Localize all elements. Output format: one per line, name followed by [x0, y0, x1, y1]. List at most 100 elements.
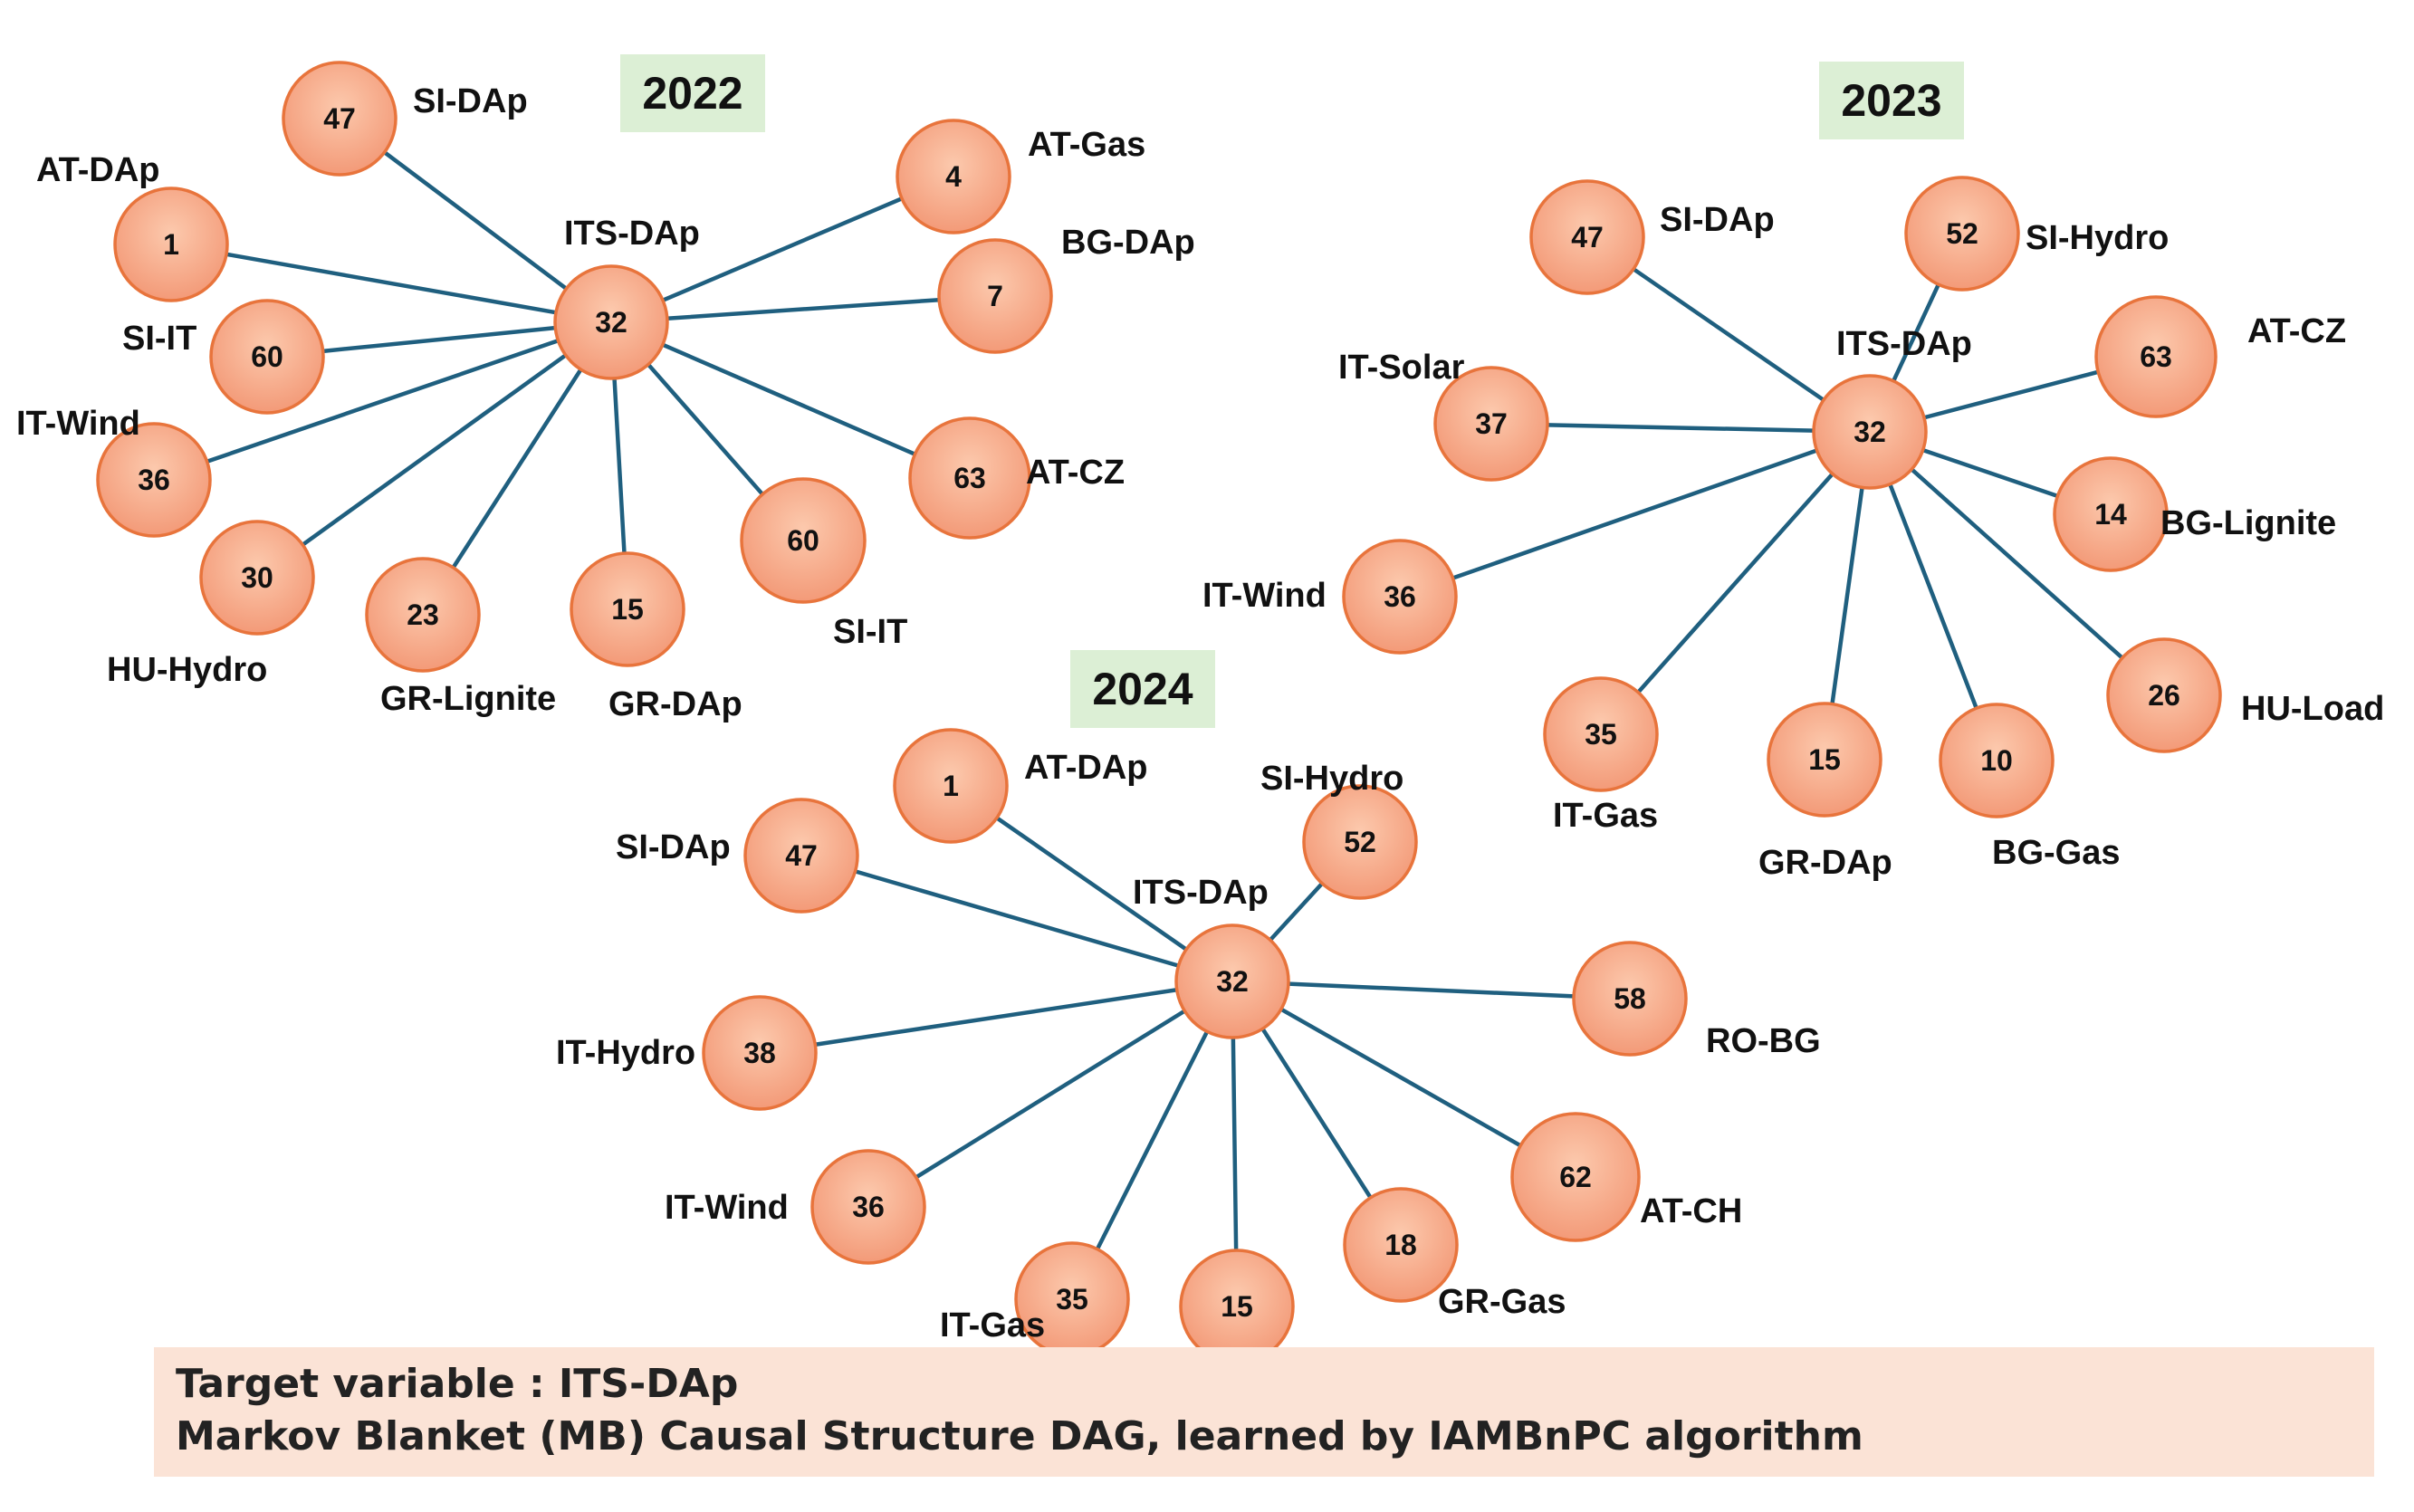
- node-2022-hu-hydro: 30 HU-Hydro: [107, 520, 315, 689]
- node-2023-hu-load-label: HU-Load: [2241, 690, 2384, 728]
- node-2022-bg-dap-circle: [937, 238, 1053, 354]
- node-2022-it-wind-id: 36: [138, 464, 170, 496]
- node-2022-gr-dap: 15 GR-DAp: [570, 551, 742, 723]
- edge-2024-32-15: [1231, 1035, 1239, 1253]
- node-2022-bg-dap: 7 BG-DAp: [937, 224, 1195, 354]
- node-2023-si-dap-id: 47: [1571, 221, 1604, 254]
- node-2023-bg-lignite-circle: [2053, 456, 2169, 572]
- node-2023-si-dap-circle: [1529, 179, 1645, 295]
- node-2022-hu-hydro-label: HU-Hydro: [107, 651, 267, 689]
- node-2024-ro-bg-circle: [1572, 941, 1688, 1057]
- node-2023-at-cz-circle: [2094, 295, 2218, 418]
- node-2023-bg-lignite: 14 BG-Lignite: [2053, 456, 2336, 572]
- node-2024-gr-gas-id: 18: [1384, 1229, 1417, 1261]
- caption-box: Target variable : ITS-DAp Markov Blanket…: [154, 1347, 2374, 1477]
- edge-2023-32-63: [1921, 369, 2101, 420]
- node-2023-it-solar-label: IT-Solar: [1338, 349, 1465, 387]
- year-label-2024: 2024: [1070, 650, 1215, 728]
- node-2022-at-gas-id: 4: [945, 160, 962, 193]
- node-2022-si-dap-label: SI-DAp: [413, 82, 528, 120]
- node-2024-si-hydro-circle: [1302, 784, 1418, 900]
- node-2024-at-ch-circle: [1510, 1112, 1641, 1242]
- hub-node-2022-label: ITS-DAp: [564, 215, 700, 253]
- node-2023-it-gas-circle: [1543, 676, 1659, 792]
- hub-node-2023-circle: [1812, 374, 1928, 490]
- node-2023-at-cz-label: AT-CZ: [2247, 312, 2346, 350]
- edge-2024-32-1: [994, 816, 1189, 952]
- node-2022-at-cz: 63 AT-CZ: [908, 416, 1125, 540]
- node-2023-it-wind-circle: [1342, 539, 1458, 655]
- node-2023-bg-lignite-label: BG-Lignite: [2160, 504, 2336, 542]
- node-2022-at-gas-circle: [896, 119, 1011, 234]
- edge-2022-32-7: [665, 297, 942, 321]
- year-box: [620, 54, 765, 132]
- node-2022-si-it-circle: [209, 299, 325, 415]
- node-2024-at-ch: 62 AT-CH: [1510, 1112, 1742, 1242]
- node-2023-bg-lignite-id: 14: [2094, 498, 2127, 531]
- year-label-2023: 2023: [1819, 62, 1964, 139]
- node-2023-at-cz-id: 63: [2140, 340, 2172, 373]
- edge-2022-32-30: [301, 353, 568, 547]
- edge-2022-32-60: [646, 362, 765, 497]
- edge-2023-32-52: [1891, 282, 1941, 384]
- node-2023-gr-dap-label: GR-DAp: [1758, 844, 1892, 882]
- node-2024-it-gas: 35 IT-Gas: [940, 1241, 1130, 1357]
- edge-2024-32-35: [1095, 1029, 1210, 1251]
- edge-2024-32-52: [1268, 881, 1325, 943]
- year-box: [1819, 62, 1964, 139]
- node-2023-hu-load-circle: [2106, 637, 2222, 753]
- node-2024-it-wind-id: 36: [852, 1191, 885, 1223]
- node-2024-si-dap: 47 SI-DAp: [616, 798, 859, 914]
- node-2023-it-gas-label: IT-Gas: [1553, 797, 1658, 835]
- hub-node-2023-id: 32: [1854, 416, 1886, 448]
- node-2022-gr-lignite: 23 GR-Lignite: [365, 557, 556, 718]
- node-2023-it-gas-id: 35: [1585, 718, 1617, 751]
- year-text: 2024: [1092, 664, 1193, 714]
- edge-2022-32-63: [660, 342, 917, 456]
- node-2022-si-it-circle: [740, 477, 867, 604]
- node-2024-ro-bg-id: 58: [1614, 982, 1646, 1015]
- node-2022-hu-hydro-id: 30: [241, 561, 273, 594]
- edge-2023-32-37: [1545, 423, 1816, 433]
- node-2023-bg-gas-label: BG-Gas: [1992, 834, 2120, 872]
- node-2023-it-gas: 35 IT-Gas: [1543, 676, 1659, 835]
- edge-2022-32-47: [382, 149, 569, 292]
- node-2022-gr-dap-label: GR-DAp: [608, 685, 742, 723]
- node-2022-at-cz-label: AT-CZ: [1026, 454, 1125, 492]
- node-2024-at-dap-circle: [893, 728, 1009, 844]
- edge-2023-32-10: [1888, 482, 1978, 711]
- node-2024-ro-bg-label: RO-BG: [1706, 1022, 1821, 1060]
- edges-layer: [205, 149, 2125, 1253]
- node-2024-at-dap: 1 AT-DAp: [893, 728, 1148, 844]
- node-2022-at-dap-circle: [113, 187, 229, 302]
- node-2022-si-it-id: 60: [251, 340, 283, 373]
- hub-node-2024-label: ITS-DAp: [1133, 874, 1269, 912]
- node-2023-gr-dap-circle: [1767, 702, 1882, 818]
- year-labels-layer: 2022 2023 2024: [620, 54, 1964, 728]
- node-2022-at-gas-label: AT-Gas: [1028, 126, 1145, 164]
- hub-node-2022-id: 32: [595, 306, 627, 339]
- edge-2023-32-47: [1631, 266, 1826, 403]
- node-2023-hu-load: 26 HU-Load: [2106, 637, 2384, 753]
- node-2022-si-it-id: 60: [787, 524, 819, 557]
- node-2022-gr-lignite-circle: [365, 557, 481, 673]
- node-2023-hu-load-id: 26: [2148, 679, 2180, 712]
- node-2024-si-dap-circle: [743, 798, 859, 914]
- edge-2022-32-15: [612, 376, 627, 556]
- node-2023-si-dap-label: SI-DAp: [1660, 201, 1775, 239]
- year-text: 2023: [1841, 75, 1941, 126]
- node-2024-si-dap-id: 47: [785, 839, 818, 872]
- node-2023-it-wind-id: 36: [1384, 580, 1416, 613]
- node-2024-it-hydro-circle: [702, 995, 818, 1111]
- edge-2023-32-14: [1921, 447, 2060, 499]
- hub-node-2024-circle: [1174, 923, 1290, 1039]
- hub-node-2023: 32 ITS-DAp: [1812, 325, 1972, 490]
- node-2024-at-dap-label: AT-DAp: [1024, 749, 1148, 787]
- year-text: 2022: [642, 68, 742, 119]
- node-2024-si-hydro-id: 52: [1344, 826, 1376, 858]
- node-2023-it-wind: 36 IT-Wind: [1202, 539, 1458, 655]
- node-2022-bg-dap-id: 7: [987, 280, 1003, 312]
- node-2022-si-dap-circle: [282, 61, 398, 177]
- caption-target-variable: Target variable : ITS-DAp: [176, 1361, 739, 1407]
- edge-2024-32-47: [853, 869, 1181, 968]
